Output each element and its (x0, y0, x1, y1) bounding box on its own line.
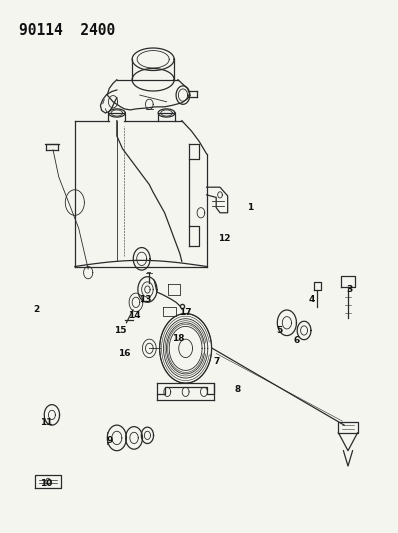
Text: 1: 1 (248, 203, 254, 212)
Text: 18: 18 (172, 334, 184, 343)
Text: 5: 5 (276, 326, 282, 335)
Text: 17: 17 (179, 308, 192, 317)
Text: 14: 14 (128, 311, 140, 320)
Text: 12: 12 (218, 234, 230, 243)
Text: 8: 8 (234, 385, 240, 394)
Text: 16: 16 (118, 349, 131, 358)
Text: 10: 10 (40, 480, 53, 488)
Text: 4: 4 (308, 295, 315, 304)
Text: 3: 3 (347, 285, 353, 294)
Text: 90114  2400: 90114 2400 (20, 23, 116, 38)
Text: 6: 6 (293, 336, 300, 345)
Text: 7: 7 (213, 357, 219, 366)
Text: 15: 15 (114, 326, 127, 335)
Text: 2: 2 (33, 305, 40, 314)
Text: 13: 13 (139, 295, 152, 304)
Text: 9: 9 (106, 436, 112, 445)
Text: 11: 11 (40, 418, 53, 427)
